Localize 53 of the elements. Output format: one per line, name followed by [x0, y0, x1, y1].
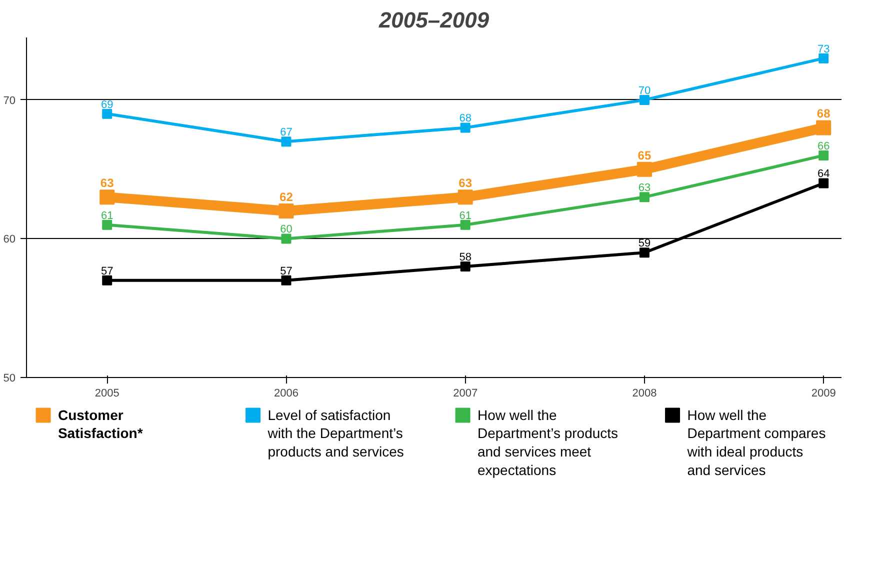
point	[818, 53, 829, 64]
data-label: 70	[638, 84, 651, 97]
data-label: 64	[817, 168, 830, 180]
point	[281, 275, 292, 286]
data-label: 57	[280, 265, 292, 278]
y-tick-label: 50	[3, 372, 16, 384]
x-tick-label: 2009	[811, 388, 836, 400]
data-label: 73	[817, 43, 830, 56]
legend-label: Level of satisfaction with the Department’s products and services	[266, 406, 404, 460]
point	[100, 190, 115, 205]
data-label: 68	[816, 106, 831, 121]
chart-title: 2005–2009	[378, 8, 490, 32]
point	[458, 190, 473, 205]
x-tick-label: 2007	[453, 388, 478, 400]
data-label: 60	[280, 224, 292, 236]
point	[639, 248, 650, 258]
point	[460, 220, 470, 230]
data-label: 69	[100, 98, 114, 111]
data-label: 63	[458, 176, 472, 190]
data-label: 61	[459, 210, 472, 222]
point	[639, 192, 650, 202]
x-tick-label: 2006	[274, 388, 298, 400]
x-tick-label: 2008	[632, 388, 657, 400]
point	[816, 120, 832, 136]
y-tick-label: 70	[3, 94, 16, 107]
point	[102, 275, 112, 286]
data-label: 68	[459, 112, 472, 125]
point	[460, 261, 470, 272]
y-tick-label: 60	[3, 234, 16, 246]
data-label: 61	[100, 210, 114, 222]
data-label: 62	[280, 190, 294, 204]
point	[281, 136, 292, 147]
data-label: 58	[459, 251, 472, 264]
point	[818, 178, 829, 188]
legend-label: Customer Satisfaction*	[58, 406, 144, 442]
data-label: 67	[280, 126, 292, 139]
data-label: 63	[638, 182, 651, 194]
legend-label: How well the Department’s products and services meet expectations	[477, 406, 618, 478]
x-tick-label: 2005	[94, 388, 120, 400]
data-label: 65	[638, 148, 652, 162]
point	[460, 122, 470, 133]
legend-label: How well the Department compares with ideal products and services	[686, 406, 826, 478]
point	[636, 162, 652, 177]
point	[102, 108, 112, 119]
point	[818, 150, 829, 160]
data-label: 66	[817, 140, 830, 152]
point	[278, 203, 294, 218]
point	[281, 234, 292, 244]
data-label: 63	[100, 176, 114, 190]
point	[102, 220, 112, 230]
data-label: 59	[638, 238, 651, 250]
point	[639, 94, 650, 105]
data-label: 57	[100, 265, 114, 278]
